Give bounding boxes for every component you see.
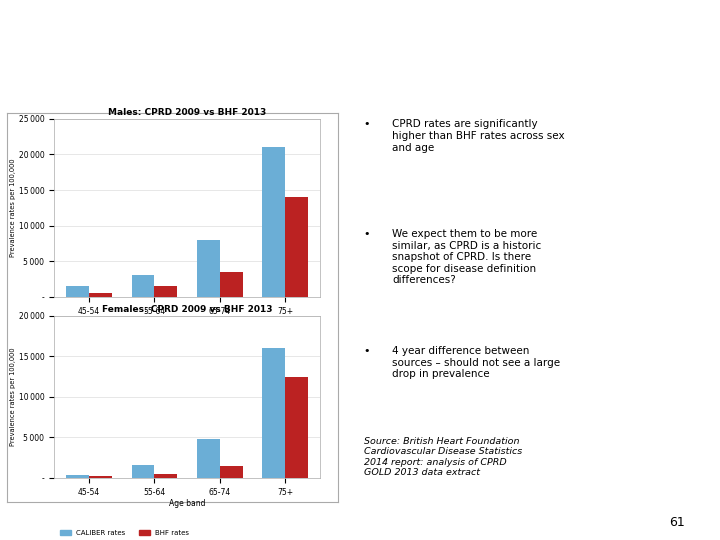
- Bar: [66, 286, 89, 297]
- Title: Males: CPRD 2009 vs BHF 2013: Males: CPRD 2009 vs BHF 2013: [108, 107, 266, 117]
- Text: We expect them to be more
similar, as CPRD is a historic
snapshot of CPRD. Is th: We expect them to be more similar, as CP…: [392, 229, 541, 285]
- Text: Analysis: Analysis: [294, 517, 340, 528]
- Bar: [197, 439, 220, 478]
- Bar: [66, 475, 89, 478]
- Text: 61: 61: [669, 516, 685, 529]
- Text: •: •: [364, 229, 370, 239]
- Bar: [197, 240, 220, 297]
- Bar: [285, 377, 308, 478]
- X-axis label: Age band: Age band: [169, 319, 205, 327]
- Bar: [89, 476, 112, 478]
- Text: Prevalence rates across ages – Atrial: Prevalence rates across ages – Atrial: [14, 32, 387, 50]
- Legend: CALIBER rates, BHF rates: CALIBER rates, BHF rates: [58, 340, 192, 352]
- Bar: [263, 348, 285, 478]
- Text: 4 year difference between
sources – should not see a large
drop in prevalence: 4 year difference between sources – shou…: [392, 346, 561, 379]
- Bar: [285, 197, 308, 297]
- Text: Fibrillation: Fibrillation: [14, 78, 125, 96]
- Bar: [220, 465, 243, 478]
- Bar: [155, 474, 177, 478]
- Legend: CALIBER rates, BHF rates: CALIBER rates, BHF rates: [58, 526, 192, 538]
- Bar: [132, 465, 155, 478]
- Y-axis label: Prevalence rates per 100,000: Prevalence rates per 100,000: [10, 159, 16, 257]
- Bar: [220, 272, 243, 297]
- Text: •: •: [364, 119, 370, 130]
- X-axis label: Age band: Age band: [169, 500, 205, 508]
- Title: Females: CPRD 2009 vs BHF 2013: Females: CPRD 2009 vs BHF 2013: [102, 305, 272, 314]
- Text: •: •: [364, 346, 370, 356]
- Bar: [263, 147, 285, 297]
- Text: CPRD rates are significantly
higher than BHF rates across sex
and age: CPRD rates are significantly higher than…: [392, 119, 565, 152]
- Bar: [155, 286, 177, 297]
- Y-axis label: Prevalence rates per 100,000: Prevalence rates per 100,000: [10, 348, 16, 446]
- Bar: [132, 275, 155, 297]
- Text: Source: British Heart Foundation
Cardiovascular Disease Statistics
2014 report: : Source: British Heart Foundation Cardiov…: [364, 437, 522, 477]
- Bar: [89, 293, 112, 297]
